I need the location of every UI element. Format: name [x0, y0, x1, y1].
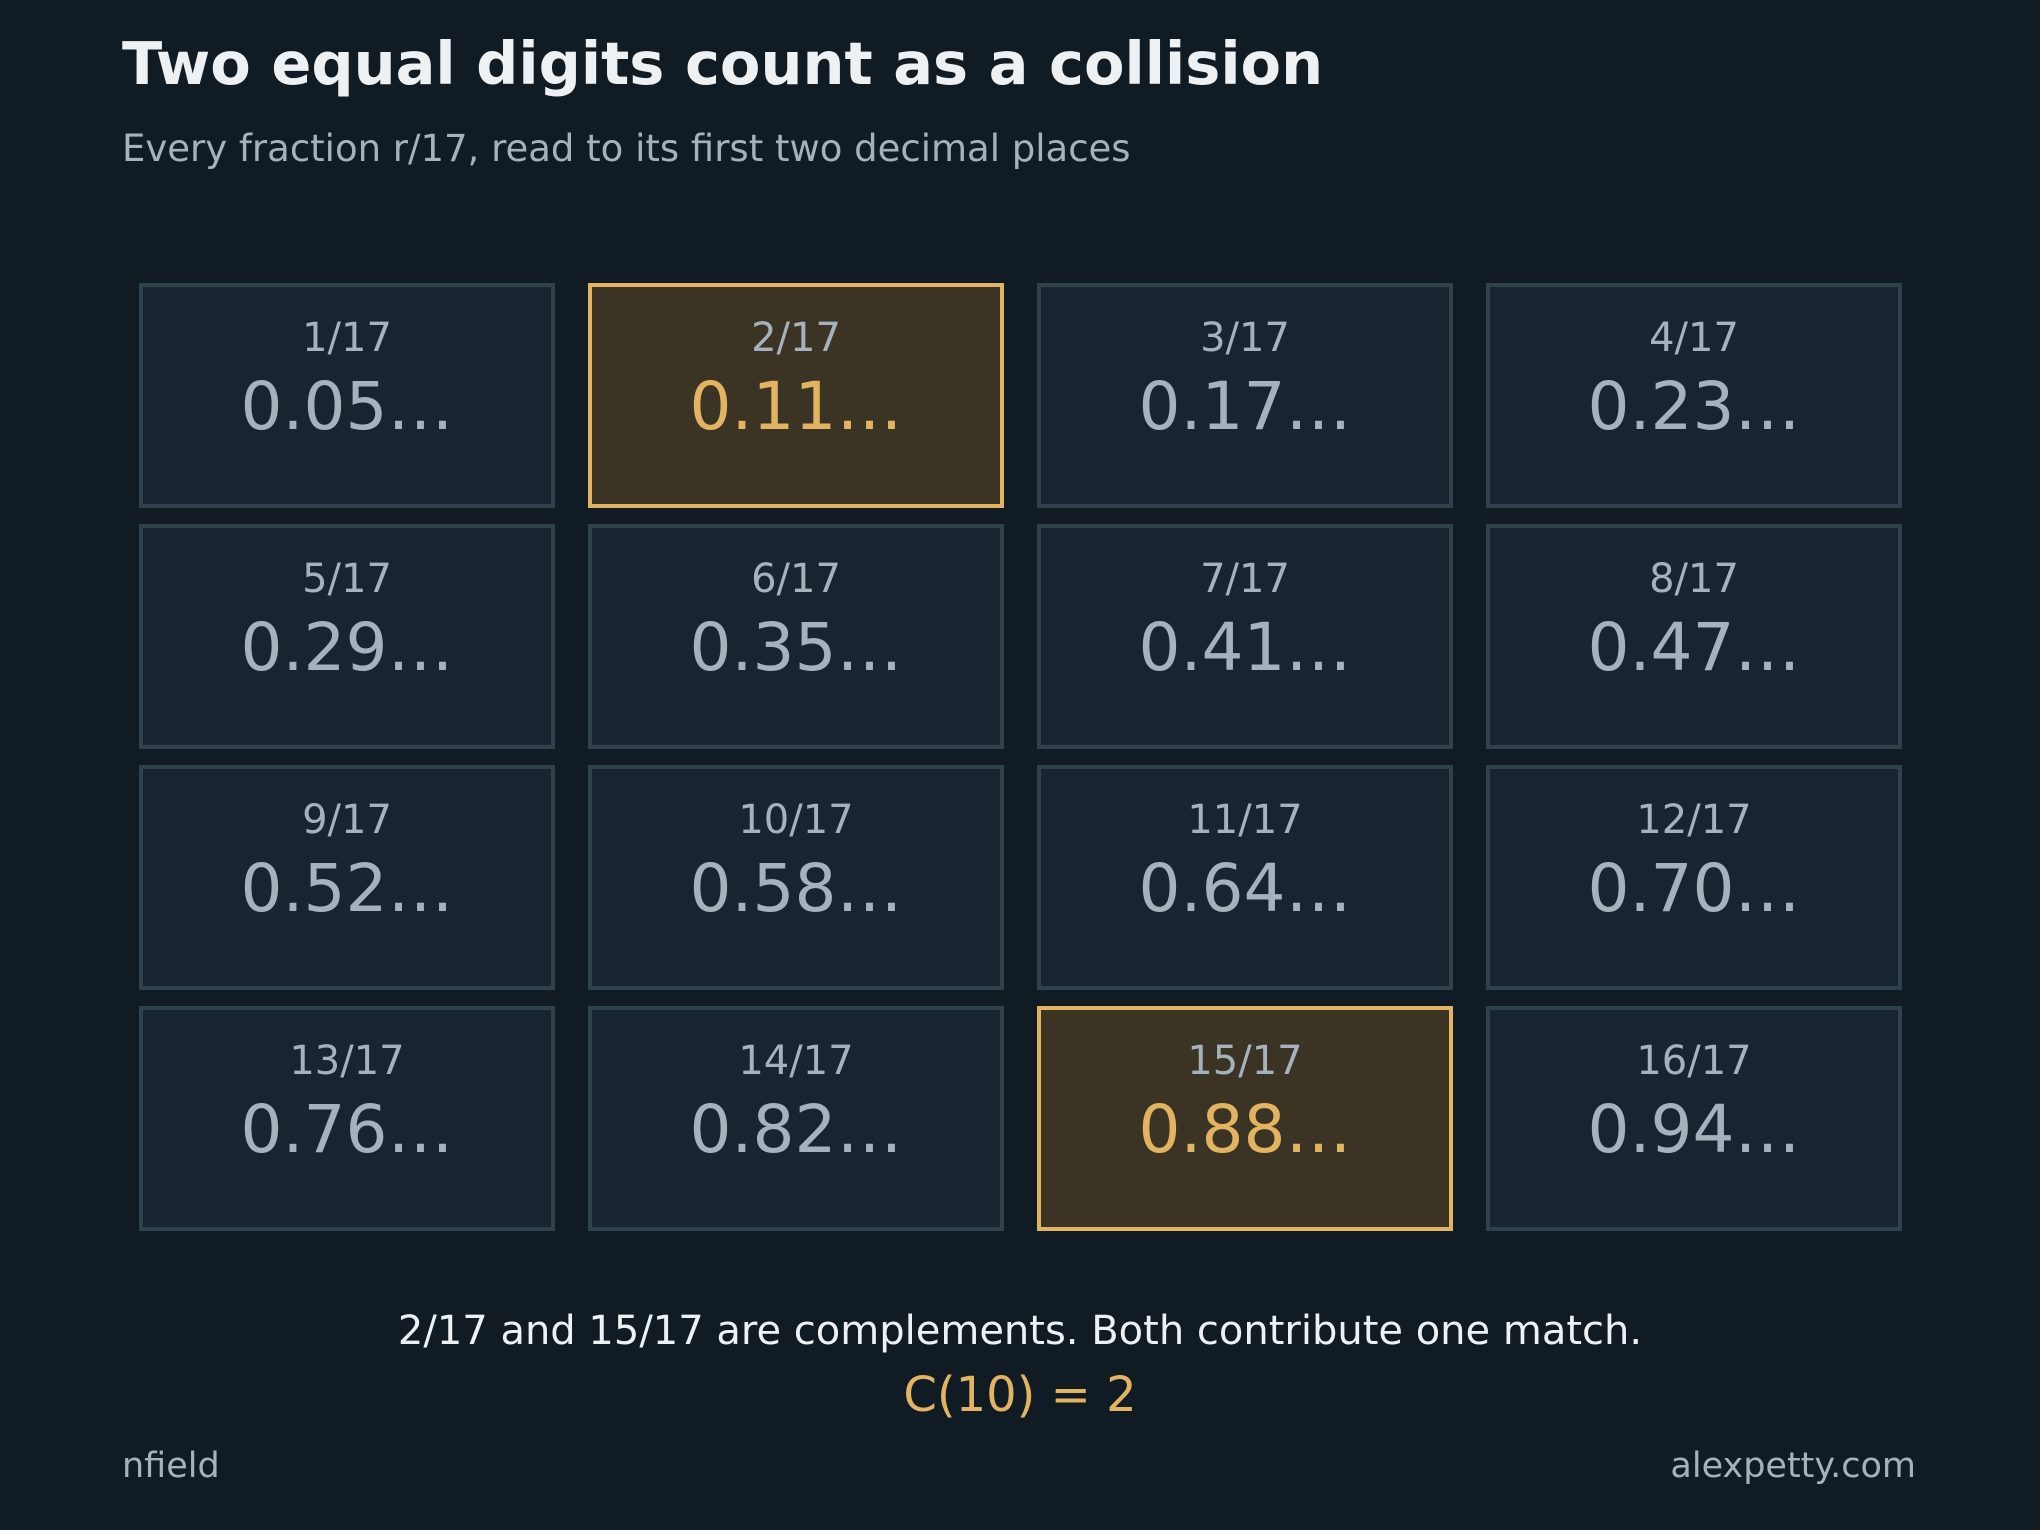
fraction-cell-10: 10/17 0.58…	[588, 765, 1004, 990]
decimal-value: 0.70…	[1587, 850, 1801, 927]
fraction-grid: 1/17 0.05… 2/17 0.11… 3/17 0.17… 4/17 0.…	[139, 283, 1902, 1231]
fraction-cell-2: 2/17 0.11…	[588, 283, 1004, 508]
fraction-label: 7/17	[1200, 556, 1290, 602]
fraction-label: 14/17	[738, 1038, 854, 1084]
fraction-cell-4: 4/17 0.23…	[1486, 283, 1902, 508]
fraction-label: 15/17	[1187, 1038, 1303, 1084]
fraction-label: 16/17	[1636, 1038, 1752, 1084]
decimal-value: 0.94…	[1587, 1091, 1801, 1168]
decimal-value: 0.52…	[240, 850, 454, 927]
decimal-value: 0.82…	[689, 1091, 903, 1168]
fraction-cell-5: 5/17 0.29…	[139, 524, 555, 749]
fraction-label: 12/17	[1636, 797, 1752, 843]
fraction-label: 1/17	[302, 315, 392, 361]
decimal-value: 0.23…	[1587, 368, 1801, 445]
fraction-label: 5/17	[302, 556, 392, 602]
page-title: Two equal digits count as a collision	[122, 29, 1324, 98]
decimal-value: 0.35…	[689, 609, 903, 686]
footer-site-link[interactable]: alexpetty.com	[1670, 1446, 1916, 1486]
complement-note: 2/17 and 15/17 are complements. Both con…	[397, 1308, 1643, 1354]
footer-left-label: nfield	[122, 1446, 220, 1486]
fraction-label: 10/17	[738, 797, 854, 843]
fraction-label: 6/17	[751, 556, 841, 602]
decimal-value: 0.47…	[1587, 609, 1801, 686]
fraction-cell-3: 3/17 0.17…	[1037, 283, 1453, 508]
fraction-cell-14: 14/17 0.82…	[588, 1006, 1004, 1231]
fraction-cell-6: 6/17 0.35…	[588, 524, 1004, 749]
decimal-value: 0.05…	[240, 368, 454, 445]
decimal-value: 0.29…	[240, 609, 454, 686]
fraction-label: 8/17	[1649, 556, 1739, 602]
page-subtitle: Every fraction r/17, read to its first t…	[122, 127, 1131, 170]
fraction-cell-7: 7/17 0.41…	[1037, 524, 1453, 749]
decimal-value: 0.11…	[689, 368, 903, 445]
fraction-label: 11/17	[1187, 797, 1303, 843]
fraction-cell-11: 11/17 0.64…	[1037, 765, 1453, 990]
fraction-cell-12: 12/17 0.70…	[1486, 765, 1902, 990]
fraction-label: 4/17	[1649, 315, 1739, 361]
collision-result: C(10) = 2	[903, 1367, 1137, 1423]
fraction-label: 13/17	[289, 1038, 405, 1084]
fraction-cell-16: 16/17 0.94…	[1486, 1006, 1902, 1231]
fraction-cell-15: 15/17 0.88…	[1037, 1006, 1453, 1231]
fraction-cell-8: 8/17 0.47…	[1486, 524, 1902, 749]
fraction-cell-9: 9/17 0.52…	[139, 765, 555, 990]
fraction-label: 2/17	[751, 315, 841, 361]
decimal-value: 0.41…	[1138, 609, 1352, 686]
fraction-label: 9/17	[302, 797, 392, 843]
decimal-value: 0.17…	[1138, 368, 1352, 445]
decimal-value: 0.64…	[1138, 850, 1352, 927]
decimal-value: 0.58…	[689, 850, 903, 927]
fraction-label: 3/17	[1200, 315, 1290, 361]
decimal-value: 0.76…	[240, 1091, 454, 1168]
decimal-value: 0.88…	[1138, 1091, 1352, 1168]
fraction-cell-1: 1/17 0.05…	[139, 283, 555, 508]
fraction-cell-13: 13/17 0.76…	[139, 1006, 555, 1231]
